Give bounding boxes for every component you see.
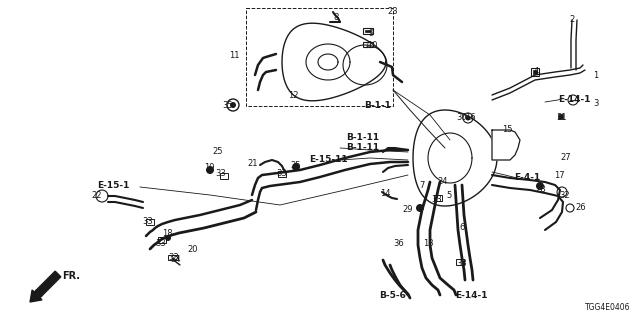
Text: 13: 13 (422, 239, 433, 249)
Text: 15: 15 (502, 125, 512, 134)
Bar (220, 173, 228, 179)
Text: 30: 30 (457, 114, 467, 123)
Text: FR.: FR. (62, 271, 80, 281)
Text: E-4-1: E-4-1 (514, 173, 540, 182)
Bar (168, 255, 178, 260)
Text: 25: 25 (291, 162, 301, 171)
Text: 33: 33 (216, 170, 227, 179)
Text: 26: 26 (576, 204, 586, 212)
Text: 35: 35 (223, 100, 234, 109)
Polygon shape (492, 130, 520, 160)
Bar (278, 171, 286, 177)
Text: 10: 10 (367, 42, 377, 51)
Bar (533, 70, 537, 74)
Text: 12: 12 (288, 91, 298, 100)
Text: 33: 33 (276, 169, 287, 178)
Bar (434, 195, 442, 201)
Text: 1: 1 (593, 70, 598, 79)
Text: 33: 33 (143, 218, 154, 227)
Bar (158, 237, 166, 243)
Text: 2: 2 (570, 15, 575, 25)
FancyArrow shape (30, 271, 61, 302)
Circle shape (292, 163, 300, 171)
Circle shape (416, 204, 424, 212)
Text: 32: 32 (560, 191, 570, 201)
Text: 18: 18 (162, 229, 172, 238)
Text: 25: 25 (212, 148, 223, 156)
Text: 8: 8 (333, 13, 339, 22)
Bar (146, 219, 154, 225)
Bar (246, 8, 393, 106)
Text: B-1-11: B-1-11 (346, 132, 380, 141)
Bar (558, 114, 563, 119)
Text: 31: 31 (557, 114, 567, 123)
Bar (363, 42, 373, 47)
Text: E-14-1: E-14-1 (455, 291, 487, 300)
Text: 20: 20 (188, 244, 198, 253)
Text: 28: 28 (536, 186, 547, 195)
Bar (456, 259, 464, 265)
Text: 16: 16 (465, 114, 476, 123)
Circle shape (165, 235, 171, 241)
Text: 33: 33 (456, 260, 467, 268)
Text: 19: 19 (204, 164, 214, 172)
Text: 22: 22 (92, 191, 102, 201)
Circle shape (465, 116, 470, 121)
Text: 7: 7 (419, 180, 425, 189)
Text: B-1-1: B-1-1 (365, 101, 392, 110)
Text: 36: 36 (394, 239, 404, 249)
Bar (363, 28, 373, 34)
Text: B-1-11: B-1-11 (346, 143, 380, 153)
Text: TGG4E0406: TGG4E0406 (584, 303, 630, 312)
Text: 33: 33 (431, 196, 442, 204)
Text: 11: 11 (228, 51, 239, 60)
Text: 17: 17 (554, 171, 564, 180)
Text: 21: 21 (248, 158, 259, 167)
Text: 4: 4 (533, 68, 539, 76)
Text: Д: Д (365, 42, 371, 48)
Text: 6: 6 (460, 223, 465, 233)
Text: E-15-11: E-15-11 (308, 156, 348, 164)
Circle shape (206, 166, 214, 174)
Bar (531, 68, 539, 76)
Circle shape (536, 182, 544, 190)
Text: 34: 34 (171, 255, 181, 265)
Circle shape (230, 102, 236, 108)
Text: 29: 29 (403, 205, 413, 214)
Text: 24: 24 (438, 178, 448, 187)
Text: B-5-6: B-5-6 (380, 291, 406, 300)
Text: 5: 5 (446, 190, 452, 199)
Bar (365, 30, 371, 32)
Text: 33: 33 (156, 239, 166, 249)
Text: E-15-1: E-15-1 (97, 181, 129, 190)
Text: 33: 33 (168, 253, 179, 262)
Text: 3: 3 (593, 99, 598, 108)
Text: 9: 9 (369, 28, 374, 37)
Text: 14: 14 (380, 188, 390, 197)
Text: E-14-1: E-14-1 (557, 95, 590, 105)
Text: 23: 23 (388, 7, 398, 17)
Text: 27: 27 (561, 153, 572, 162)
